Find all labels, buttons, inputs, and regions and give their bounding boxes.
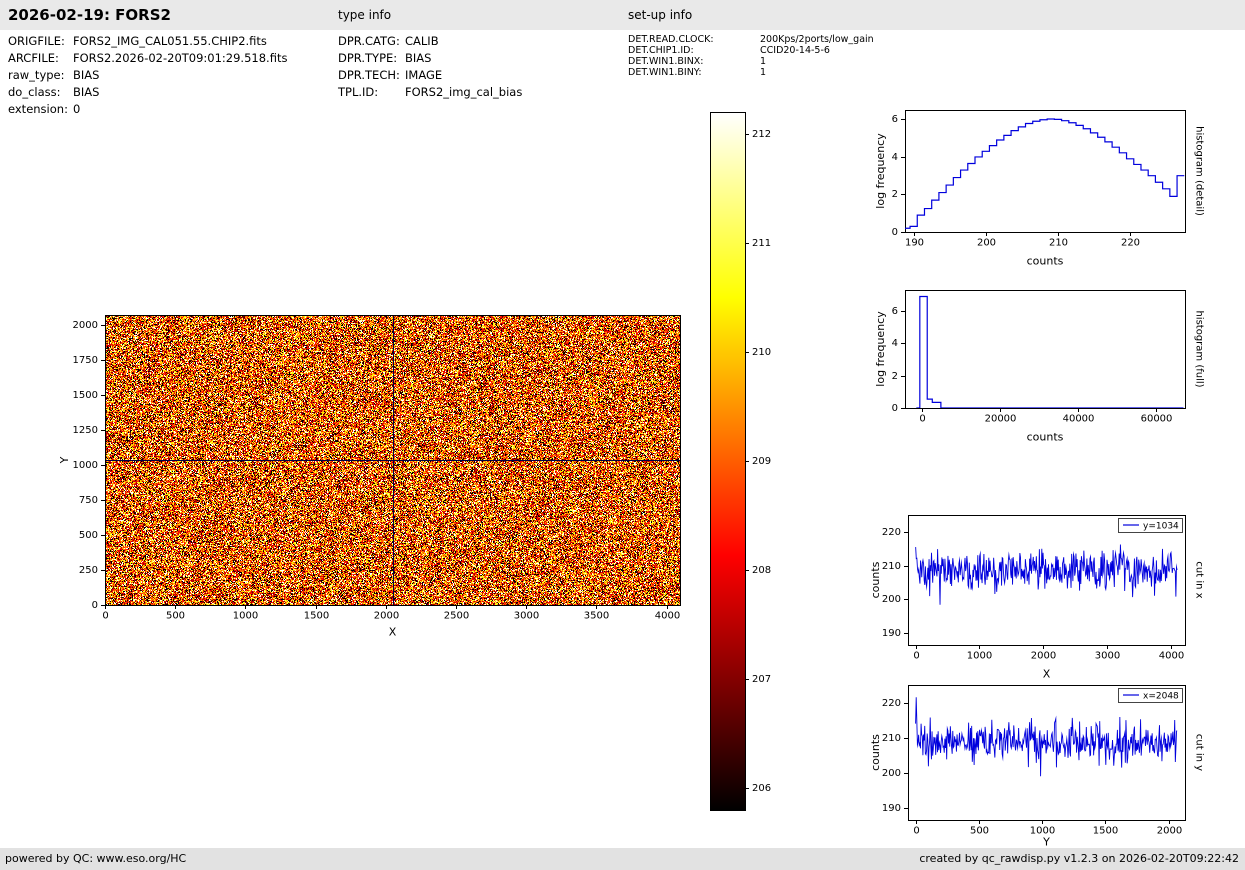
origfile-label: ORIGFILE: bbox=[8, 34, 65, 48]
type-info-heading: type info bbox=[338, 8, 392, 22]
header-bar: 2026-02-19: FORS2 type info set-up info bbox=[0, 0, 1245, 30]
do-class-value: BIAS bbox=[73, 85, 100, 99]
cut-in-y-canvas bbox=[858, 673, 1236, 849]
raw-type-value: BIAS bbox=[73, 68, 100, 82]
setup-info-heading: set-up info bbox=[628, 8, 693, 22]
file-info-row: ARCFILE: FORS2.2026-02-20T09:01:29.518.fi… bbox=[8, 50, 287, 67]
file-info-row: raw_type: BIAS bbox=[8, 67, 287, 84]
do-class-label: do_class: bbox=[8, 85, 61, 99]
file-info-row: do_class: BIAS bbox=[8, 84, 287, 101]
det-read-clock-value: 200Kps/2ports/low_gain bbox=[760, 34, 874, 45]
setup-info-block: DET.READ.CLOCK: 200Kps/2ports/low_gain DE… bbox=[628, 34, 874, 78]
arcfile-label: ARCFILE: bbox=[8, 51, 59, 65]
footer-bar: powered by QC: www.eso.org/HC created by… bbox=[0, 848, 1245, 870]
cut-in-y-plot bbox=[858, 673, 1236, 849]
raw-type-label: raw_type: bbox=[8, 68, 65, 82]
type-info-row: DPR.TYPE: BIAS bbox=[338, 50, 522, 67]
type-info-row: TPL.ID: FORS2_img_cal_bias bbox=[338, 84, 522, 101]
det-read-clock-label: DET.READ.CLOCK: bbox=[628, 34, 714, 45]
setup-info-row: DET.WIN1.BINX: 1 bbox=[628, 56, 874, 67]
tpl-id-label: TPL.ID: bbox=[338, 85, 379, 99]
file-info-block: ORIGFILE: FORS2_IMG_CAL051.55.CHIP2.fits … bbox=[8, 33, 287, 118]
type-info-row: DPR.TECH: IMAGE bbox=[338, 67, 522, 84]
dpr-tech-value: IMAGE bbox=[405, 68, 443, 82]
det-chip1-id-label: DET.CHIP1.ID: bbox=[628, 45, 694, 56]
file-info-row: ORIGFILE: FORS2_IMG_CAL051.55.CHIP2.fits bbox=[8, 33, 287, 50]
cut-in-x-canvas bbox=[858, 503, 1236, 685]
det-win1-binx-value: 1 bbox=[760, 56, 767, 67]
colorbar-canvas bbox=[700, 105, 795, 825]
arcfile-value: FORS2.2026-02-20T09:01:29.518.fits bbox=[73, 51, 288, 65]
origfile-value: FORS2_IMG_CAL051.55.CHIP2.fits bbox=[73, 34, 267, 48]
dpr-catg-label: DPR.CATG: bbox=[338, 34, 400, 48]
det-chip1-id-value: CCID20-14-5-6 bbox=[760, 45, 830, 56]
extension-label: extension: bbox=[8, 102, 68, 116]
cut-in-x-plot bbox=[858, 503, 1236, 685]
histogram-detail-canvas bbox=[858, 98, 1236, 284]
setup-info-row: DET.CHIP1.ID: CCID20-14-5-6 bbox=[628, 45, 874, 56]
type-info-block: DPR.CATG: CALIB DPR.TYPE: BIAS DPR.TECH: IM… bbox=[338, 33, 522, 101]
det-win1-biny-value: 1 bbox=[760, 67, 767, 78]
tpl-id-value: FORS2_img_cal_bias bbox=[405, 85, 523, 99]
histogram-full-plot bbox=[858, 278, 1236, 460]
raw-image-plot bbox=[50, 298, 700, 658]
det-win1-biny-label: DET.WIN1.BINY: bbox=[628, 67, 702, 78]
footer-left-text: powered by QC: www.eso.org/HC bbox=[5, 852, 187, 865]
colorbar bbox=[700, 105, 795, 825]
page-title: 2026-02-19: FORS2 bbox=[8, 6, 171, 24]
det-win1-binx-label: DET.WIN1.BINX: bbox=[628, 56, 704, 67]
type-info-row: DPR.CATG: CALIB bbox=[338, 33, 522, 50]
dpr-type-label: DPR.TYPE: bbox=[338, 51, 398, 65]
histogram-detail-plot bbox=[858, 98, 1236, 284]
setup-info-row: DET.WIN1.BINY: 1 bbox=[628, 67, 874, 78]
setup-info-row: DET.READ.CLOCK: 200Kps/2ports/low_gain bbox=[628, 34, 874, 45]
dpr-type-value: BIAS bbox=[405, 51, 432, 65]
extension-value: 0 bbox=[73, 102, 81, 116]
dpr-tech-label: DPR.TECH: bbox=[338, 68, 400, 82]
histogram-full-canvas bbox=[858, 278, 1236, 460]
file-info-row: extension: 0 bbox=[8, 101, 287, 118]
footer-right-text: created by qc_rawdisp.py v1.2.3 on 2026-… bbox=[919, 852, 1239, 865]
raw-image-canvas bbox=[50, 298, 700, 658]
dpr-catg-value: CALIB bbox=[405, 34, 439, 48]
